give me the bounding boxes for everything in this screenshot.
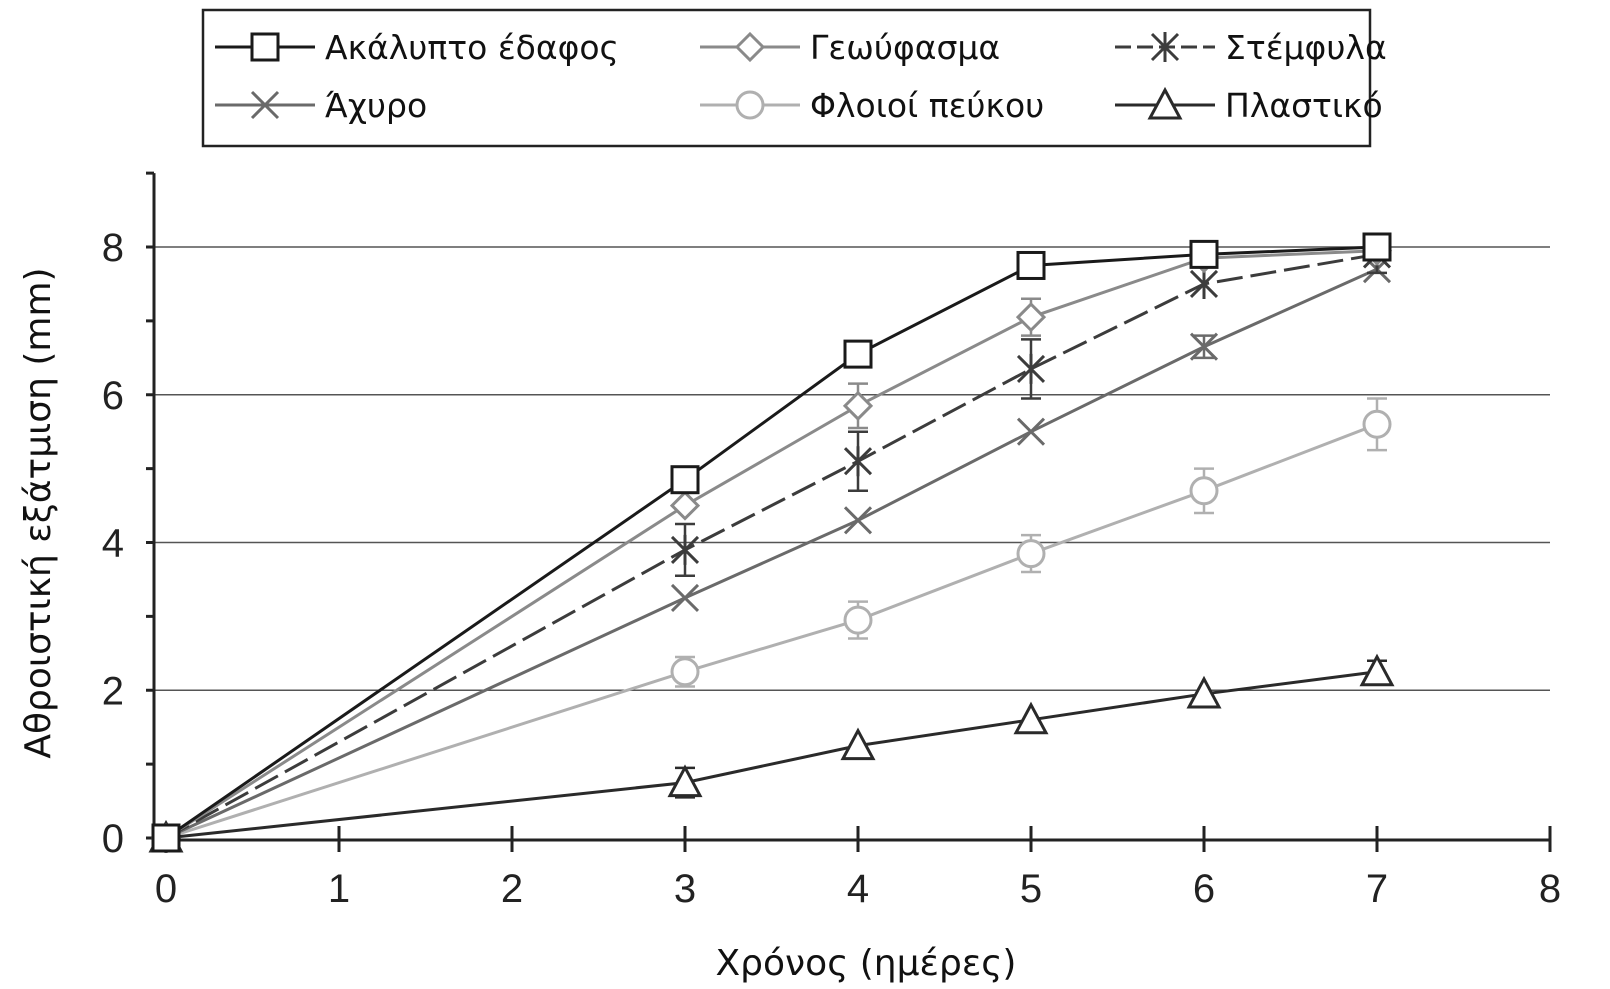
legend-marker-4: [735, 90, 765, 120]
axes: 0 2 4 6 8 0 1 2 3 4 5 6 7 8: [102, 171, 1561, 911]
data-point-4-3: [1016, 539, 1046, 569]
data-point-0-0: [151, 823, 181, 853]
data-point-0-5: [1362, 232, 1392, 262]
series-line-1: [165, 249, 1378, 840]
data-point-0-1: [670, 465, 700, 495]
data-point-2-3: [1016, 353, 1046, 384]
series-0: [151, 232, 1392, 853]
series-line-5: [165, 670, 1378, 840]
series-2: [151, 234, 1392, 853]
data-point-4-5: [1362, 409, 1392, 439]
legend-marker-3: [250, 90, 280, 120]
data-point-5-2: [840, 727, 876, 761]
y-tick-label-2: 2: [102, 669, 124, 713]
series-3: [151, 255, 1392, 853]
legend-entry-3: Άχυρο: [215, 86, 427, 125]
y-tick-label-0: 0: [102, 817, 124, 861]
legend-marker-2: [1150, 32, 1180, 62]
data-point-3-3: [1016, 417, 1046, 446]
x-tick-label-0: 0: [155, 867, 177, 911]
x-tick-label-4: 4: [847, 867, 869, 911]
data-point-5-1: [667, 764, 703, 798]
data-point-2-4: [1189, 268, 1219, 299]
data-point-0-2: [843, 339, 873, 369]
data-point-5-4: [1186, 675, 1222, 709]
y-axis-title: Αθροιστική εξάτμιση (mm): [18, 267, 59, 758]
legend-marker-1: [734, 31, 766, 63]
series-layer: [148, 232, 1395, 854]
x-tick-label-8: 8: [1539, 867, 1561, 911]
data-point-1-2: [842, 390, 874, 421]
legend: Ακάλυπτο έδαφος Γεωύφασμα Στέμφυλα Άχυρο Φλο…: [201, 8, 1387, 148]
data-point-1-3: [1015, 302, 1047, 333]
series-5: [148, 653, 1395, 853]
series-line-4: [165, 422, 1378, 840]
data-point-4-4: [1189, 476, 1219, 506]
legend-marker-0: [250, 32, 280, 62]
y-tick-label-6: 6: [102, 374, 124, 418]
data-point-2-1: [670, 534, 700, 565]
legend-entry-5: Πλαστικό: [1115, 86, 1383, 125]
legend-entry-4: Φλοιοί πεύκου: [700, 86, 1044, 125]
grid: [154, 246, 1550, 691]
x-axis-title: Χρόνος (ημέρες): [716, 943, 1017, 984]
data-point-2-2: [843, 446, 873, 477]
legend-entry-2: Στέμφυλα: [1115, 28, 1387, 67]
legend-label-3: Άχυρο: [325, 86, 427, 125]
series-4: [151, 397, 1392, 853]
legend-entry-1: Γεωύφασμα: [700, 28, 1000, 67]
data-point-1-1: [669, 490, 701, 521]
legend-label-2: Στέμφυλα: [1225, 28, 1387, 67]
data-point-0-3: [1016, 250, 1046, 280]
x-tick-label-7: 7: [1366, 867, 1388, 911]
legend-marker-5: [1147, 86, 1183, 120]
data-point-4-2: [843, 605, 873, 635]
legend-entry-0: Ακάλυπτο έδαφος: [215, 28, 619, 67]
series-line-0: [165, 245, 1378, 840]
data-point-0-4: [1189, 239, 1219, 269]
y-tick-label-8: 8: [102, 226, 124, 270]
x-tick-label-5: 5: [1020, 867, 1042, 911]
legend-label-5: Πλαστικό: [1225, 86, 1383, 125]
data-point-3-1: [670, 583, 700, 612]
y-tick-label-4: 4: [102, 522, 124, 566]
legend-frame: [201, 8, 1372, 148]
legend-label-4: Φλοιοί πεύκου: [810, 86, 1044, 125]
legend-label-1: Γεωύφασμα: [810, 28, 1000, 67]
x-tick-label-1: 1: [328, 867, 350, 911]
series-line-2: [165, 252, 1378, 840]
legend-label-0: Ακάλυπτο έδαφος: [325, 28, 619, 67]
x-tick-label-2: 2: [501, 867, 523, 911]
series-line-3: [165, 267, 1378, 840]
data-point-4-1: [670, 657, 700, 687]
data-point-5-3: [1013, 701, 1049, 735]
data-point-3-2: [843, 506, 873, 535]
x-tick-label-6: 6: [1193, 867, 1215, 911]
data-point-3-4: [1189, 332, 1219, 361]
data-point-5-5: [1359, 653, 1395, 687]
x-tick-label-3: 3: [674, 867, 696, 911]
